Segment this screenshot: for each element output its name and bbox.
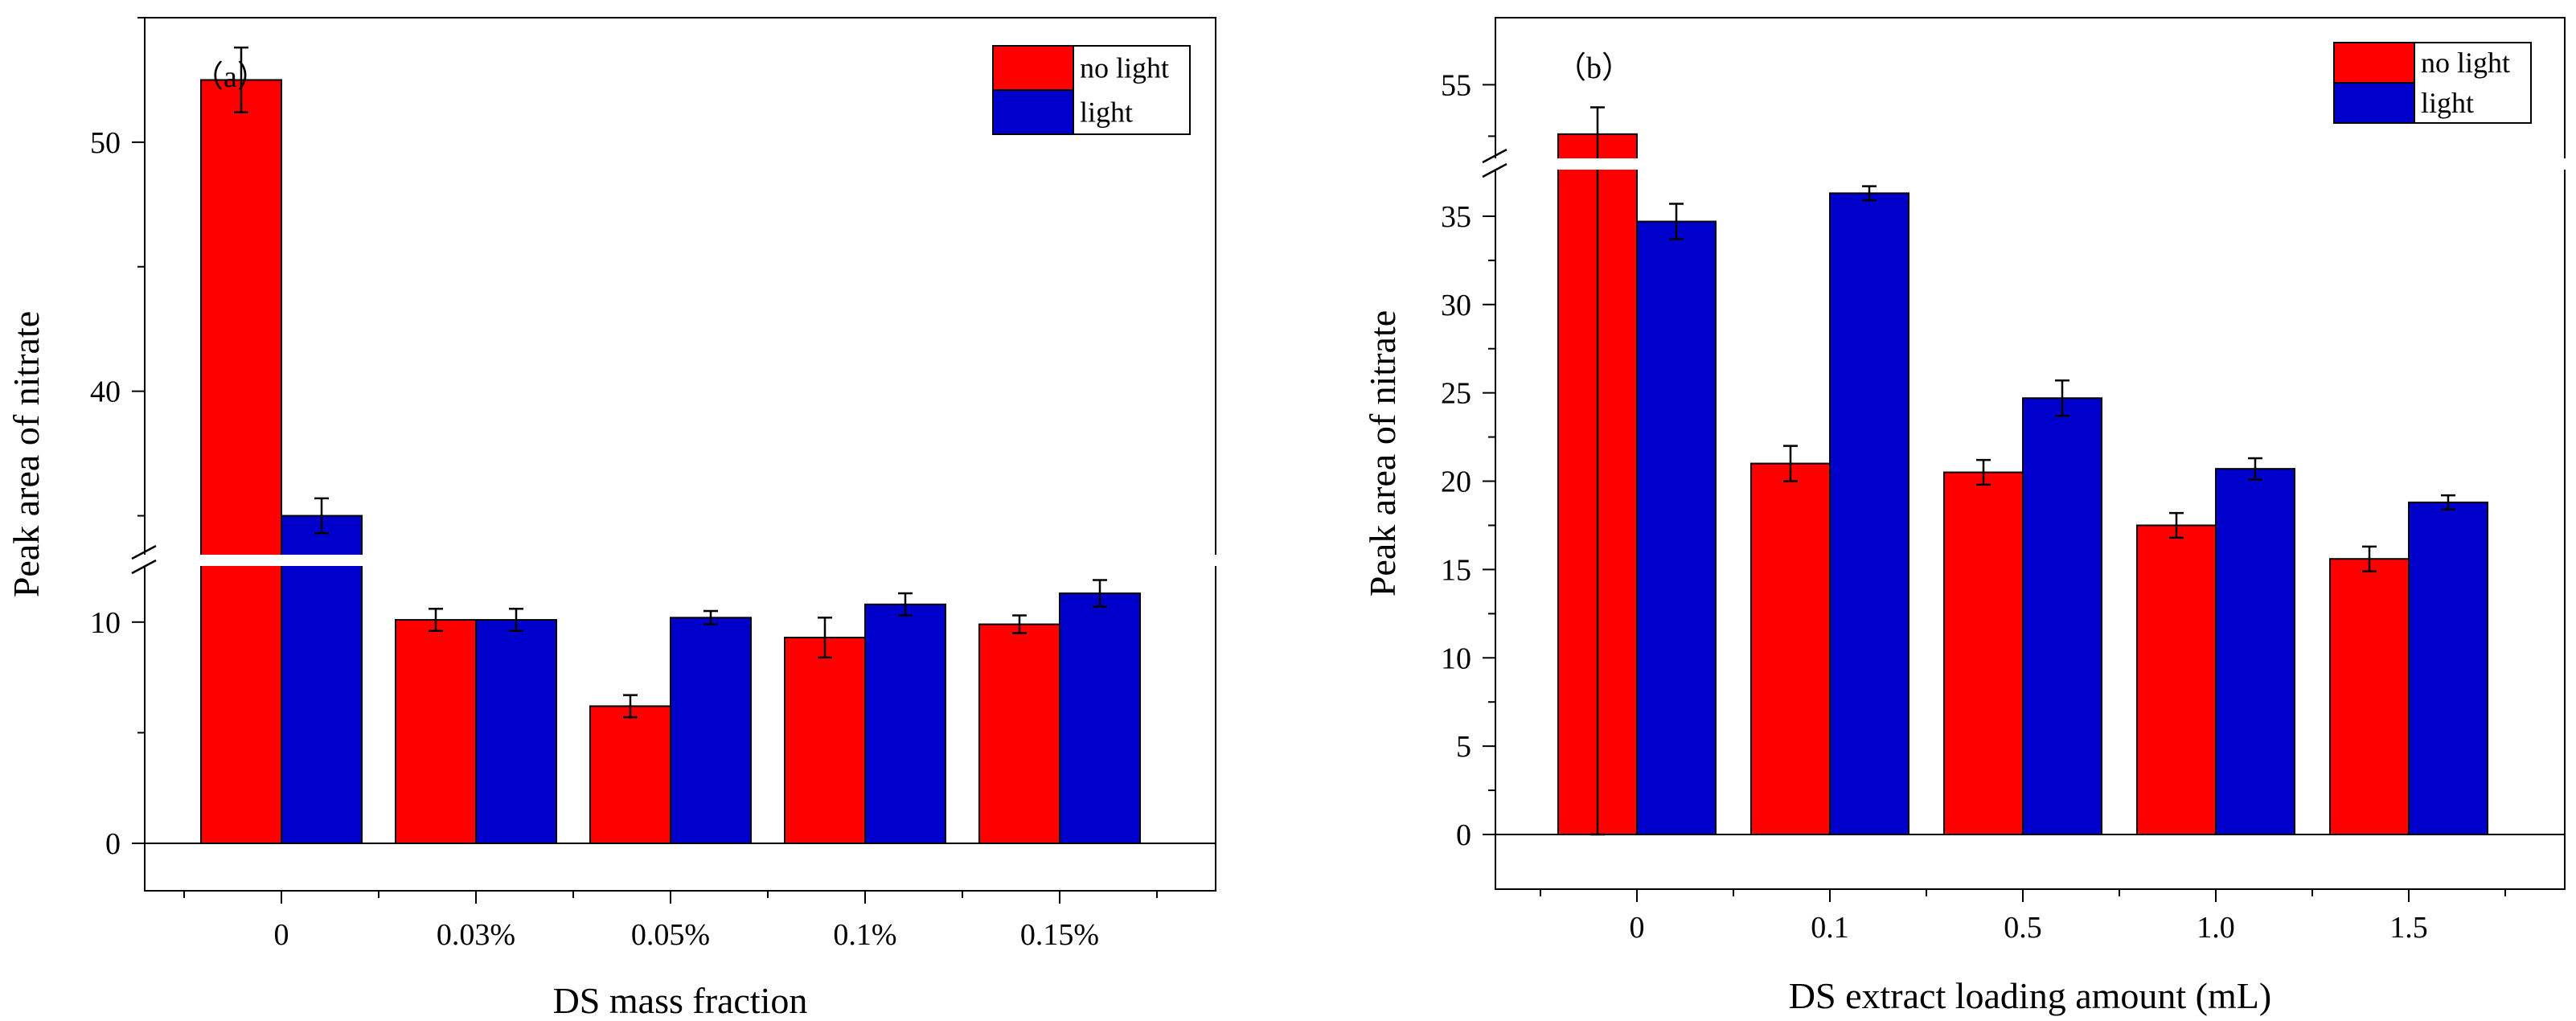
legend: no light light — [992, 45, 1191, 135]
legend-swatch-no-light — [992, 45, 1074, 91]
bar-no-light — [1943, 471, 2024, 836]
x-axis-title: DS mass fraction — [553, 980, 808, 1021]
bar-no-light — [2329, 558, 2410, 835]
x-axis-title: DS extract loading amount (mL) — [1789, 975, 2271, 1016]
bar-no-light — [589, 705, 671, 844]
bar-light — [2408, 501, 2488, 835]
x-tick-label: 0.15% — [1020, 918, 1099, 952]
bar-light — [475, 619, 557, 844]
legend-swatch-light — [2333, 82, 2415, 124]
plot-frame — [1495, 17, 2566, 890]
x-tick-label: 0.5 — [2004, 911, 2042, 945]
y-tick-label: 5 — [1456, 730, 1471, 764]
chart-panel-a: 0 10 40 50 0 0.03% 0.05% 0.1% 0.15% DS mass fract… — [6, 17, 1219, 1021]
axis-break-mark — [1482, 162, 1507, 178]
bar-no-light — [784, 637, 866, 845]
axis-break-gap — [142, 555, 1219, 566]
y-tick-label: 40 — [90, 375, 121, 409]
y-tick-label: 10 — [90, 606, 121, 640]
bar-light — [281, 515, 363, 845]
legend: no light light — [2333, 42, 2532, 124]
axis-break-mark — [131, 559, 157, 575]
y-tick-label: 55 — [1441, 68, 1471, 102]
x-tick-label: 0 — [274, 918, 289, 952]
y-tick-label: 0 — [1456, 818, 1471, 852]
y-tick-label: 35 — [1441, 200, 1471, 234]
x-tick-label: 0.1 — [1811, 911, 1849, 945]
plot-frame — [144, 17, 1216, 892]
axis-break-gap — [1492, 158, 2568, 170]
y-tick-label: 20 — [1441, 465, 1471, 499]
y-tick-label: 30 — [1441, 289, 1471, 322]
legend-label: light — [2421, 87, 2474, 119]
x-tick-label: 1.5 — [2389, 911, 2428, 945]
legend-label: no light — [2421, 47, 2510, 79]
bar-light — [1059, 593, 1141, 844]
bar-no-light — [978, 623, 1060, 844]
y-tick-label: 50 — [90, 126, 121, 160]
legend-swatch-light — [992, 89, 1074, 135]
legend-label: light — [1080, 96, 1133, 129]
legend-label: no light — [1080, 52, 1169, 84]
bar-no-light — [395, 619, 477, 844]
chart-panel-b: 0 5 10 15 20 25 30 35 55 0 0.1 0.5 1.0 1.5 DS extract … — [1362, 17, 2568, 1016]
panel-label: （b） — [1556, 51, 1632, 85]
y-tick-label: 0 — [105, 827, 121, 861]
y-axis-title: Peak area of nitrate — [1362, 310, 1403, 597]
bar-light — [1636, 220, 1717, 835]
x-tick-label: 1.0 — [2197, 911, 2235, 945]
axis-break-mark — [131, 544, 157, 560]
x-tick-label: 0.05% — [631, 918, 710, 952]
bar-light — [2215, 468, 2295, 835]
bar-no-light — [1750, 462, 1831, 835]
x-tick-label: 0.1% — [833, 918, 896, 952]
y-tick-label: 10 — [1441, 642, 1471, 675]
panel-label: （a） — [193, 60, 268, 94]
y-tick-label: 25 — [1441, 377, 1471, 411]
y-axis-title: Peak area of nitrate — [6, 311, 47, 597]
x-tick-label: 0.03% — [437, 918, 515, 952]
axis-break-mark — [1482, 148, 1507, 164]
bar-no-light — [2136, 524, 2217, 835]
bar-light — [670, 617, 752, 845]
legend-swatch-no-light — [2333, 42, 2415, 84]
bar-light — [1829, 192, 1909, 836]
bar-light — [2022, 397, 2102, 835]
y-tick-label: 15 — [1441, 553, 1471, 587]
bar-no-light — [200, 79, 282, 845]
bar-light — [864, 603, 946, 844]
x-tick-label: 0 — [1630, 911, 1645, 945]
